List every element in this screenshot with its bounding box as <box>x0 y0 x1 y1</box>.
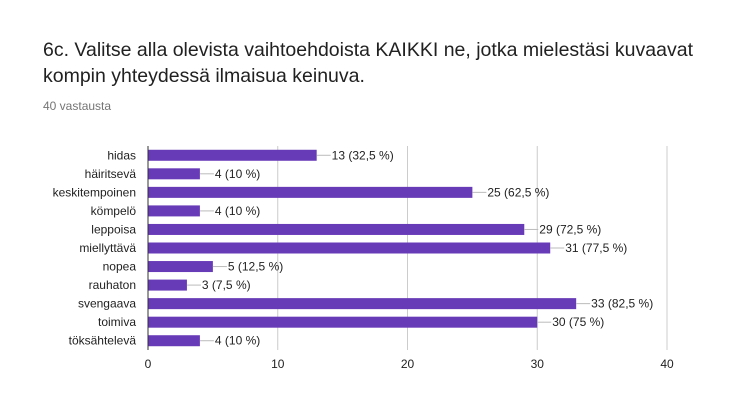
data-label: 31 (77,5 %) <box>565 241 627 255</box>
response-count: 40 vastausta <box>43 99 112 113</box>
data-label: 5 (12,5 %) <box>228 260 283 274</box>
category-label: hidas <box>107 148 136 162</box>
category-label: häiritsevä <box>85 167 137 181</box>
x-tick-label: 0 <box>145 357 152 371</box>
category-label: rauhaton <box>89 278 136 292</box>
bar-rauhaton <box>148 279 187 291</box>
data-label: 29 (72,5 %) <box>539 222 601 236</box>
bar-toimiva <box>148 316 538 328</box>
category-label: kömpelö <box>91 204 137 218</box>
bar-nopea <box>148 261 213 273</box>
data-label: 25 (62,5 %) <box>487 185 549 199</box>
bar-miellyttävä <box>148 242 551 254</box>
data-label: 4 (10 %) <box>215 334 260 348</box>
bar-töksähtelevä <box>148 335 200 347</box>
x-tick-label: 10 <box>271 357 285 371</box>
data-label: 30 (75 %) <box>552 315 604 329</box>
data-label: 4 (10 %) <box>215 167 260 181</box>
x-tick-label: 30 <box>531 357 545 371</box>
data-label: 3 (7,5 %) <box>202 278 251 292</box>
category-label: miellyttävä <box>79 241 136 255</box>
bar-kömpelö <box>148 205 200 217</box>
bar-hidas <box>148 149 317 161</box>
category-label: leppoisa <box>91 222 136 236</box>
bar-keskitempoinen <box>148 186 473 198</box>
bar-häiritsevä <box>148 168 200 180</box>
bar-leppoisa <box>148 223 525 235</box>
category-label: nopea <box>103 260 137 274</box>
data-label: 4 (10 %) <box>215 204 260 218</box>
category-label: toimiva <box>98 315 136 329</box>
category-label: svengaava <box>78 297 136 311</box>
category-label: keskitempoinen <box>53 185 136 199</box>
question-title: 6c. Valitse alla olevista vaihtoehdoista… <box>43 39 693 87</box>
data-label: 13 (32,5 %) <box>332 148 394 162</box>
x-tick-label: 20 <box>401 357 415 371</box>
data-label: 33 (82,5 %) <box>591 297 653 311</box>
category-label: töksähtelevä <box>69 334 137 348</box>
x-tick-label: 40 <box>660 357 674 371</box>
bar-svengaava <box>148 298 577 310</box>
